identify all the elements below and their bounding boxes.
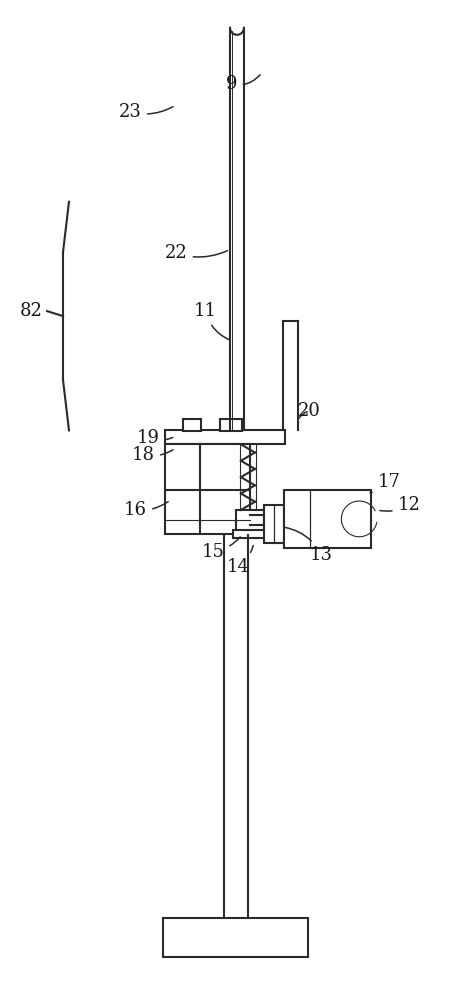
Text: 23: 23	[119, 103, 173, 121]
Text: 15: 15	[202, 537, 240, 561]
Bar	[233, 530, 267, 538]
Bar	[166, 430, 285, 444]
Text: 20: 20	[298, 402, 321, 420]
Bar	[264, 505, 284, 543]
Bar	[236, 510, 264, 532]
Text: 14: 14	[227, 545, 253, 576]
Text: 18: 18	[132, 446, 173, 464]
Text: 17: 17	[370, 473, 401, 493]
Bar	[284, 490, 371, 548]
Bar	[166, 444, 250, 534]
Bar	[183, 419, 201, 431]
Text: 19: 19	[137, 429, 173, 447]
Text: 16: 16	[124, 501, 168, 519]
Bar	[163, 918, 308, 957]
Text: 13: 13	[285, 527, 333, 564]
Text: 11: 11	[194, 302, 229, 340]
Text: 22: 22	[165, 244, 227, 262]
Text: 12: 12	[380, 496, 420, 514]
Text: 82: 82	[20, 302, 43, 320]
Bar	[220, 419, 242, 431]
Text: 9: 9	[226, 75, 260, 93]
